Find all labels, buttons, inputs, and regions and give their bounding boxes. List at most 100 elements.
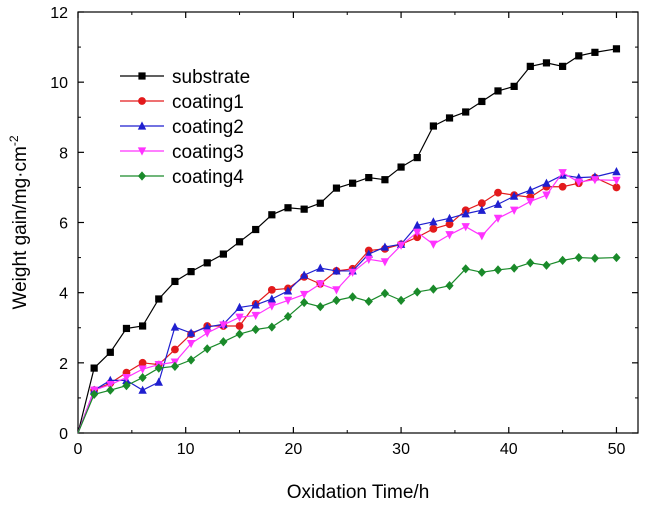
data-point-coating1 [445,220,454,229]
legend-label-substrate: substrate [172,67,250,88]
legend-item-substrate: substrate [120,67,250,88]
data-point-coating3 [445,231,454,240]
y-tick-label: 10 [50,75,68,92]
y-axis-title: Weight gain/mg·cm-2 [7,135,31,309]
series-layer [77,45,621,434]
data-point-substrate [90,364,98,372]
data-point-substrate [155,295,163,303]
data-point-coating4 [219,337,228,347]
data-point-coating3 [122,373,131,383]
data-point-coating2 [251,300,260,309]
data-point-substrate [316,199,324,207]
data-point-coating3 [574,178,583,187]
legend: substrate coating1 coating2 coating3 coating… [120,67,250,188]
data-point-coating2 [154,377,163,386]
data-point-coating2 [380,242,390,251]
data-point-substrate [381,176,389,184]
data-point-coating2 [316,263,325,272]
data-point-coating2 [429,217,438,226]
legend-item-coating4: coating4 [120,167,244,188]
data-point-coating4 [122,381,131,391]
data-point-coating3 [526,197,535,207]
data-point-substrate [526,62,534,70]
data-point-coating3 [138,365,147,374]
data-point-coating3 [413,228,422,237]
data-point-coating1 [429,224,438,233]
data-point-coating3 [186,339,196,349]
data-point-substrate [219,250,227,258]
series-coating3 [77,169,621,434]
data-point-substrate [542,59,551,67]
data-point-coating4 [461,264,470,274]
x-tick-label: 0 [74,441,83,458]
data-point-substrate [429,122,437,130]
legend-item-coating3: coating3 [120,142,244,163]
data-point-coating3 [429,240,438,249]
data-point-coating3 [461,223,470,232]
data-point-coating1 [267,285,276,294]
data-point-coating4 [574,252,583,263]
data-point-substrate [462,108,470,116]
data-point-coating1 [171,345,179,354]
data-point-coating3 [316,280,325,289]
x-tick-label: 50 [608,441,626,458]
data-point-coating3 [542,191,551,200]
data-point-coating4 [380,288,390,298]
data-point-coating2 [235,302,244,312]
data-point-coating4 [90,389,99,400]
x-tick-label: 30 [392,441,410,458]
data-point-coating1 [477,199,486,208]
data-point-substrate [510,82,518,90]
data-point-substrate [397,163,405,171]
data-point-substrate [252,225,260,234]
y-tick-label: 4 [59,286,68,303]
legend-item-coating2: coating2 [120,117,244,138]
x-tick-label: 20 [284,441,302,458]
legend-marker-coating1 [138,97,146,105]
data-point-substrate [591,48,599,56]
data-point-coating3 [267,302,277,311]
legend-marker-coating3 [137,147,147,156]
data-point-coating3 [251,311,260,321]
legend-marker-substrate [138,72,146,80]
data-point-coating3 [558,169,567,178]
data-point-coating2 [509,191,519,200]
data-point-coating2 [170,322,180,331]
data-point-coating3 [332,286,341,295]
data-point-coating1 [494,188,502,197]
data-point-substrate [268,211,276,219]
data-point-coating4 [203,344,212,354]
data-point-coating4 [510,263,519,273]
data-point-coating4 [413,287,422,297]
series-substrate [77,45,621,434]
data-point-substrate [559,62,567,70]
data-point-coating4 [542,260,551,270]
data-point-coating2 [299,270,309,279]
data-point-substrate [171,277,179,286]
data-point-coating3 [348,268,357,277]
data-point-coating4 [300,297,309,308]
data-point-substrate [478,97,486,106]
data-point-coating2 [542,178,551,187]
data-point-coating2 [267,294,277,303]
series-line-coating3 [77,171,617,434]
data-point-coating4 [493,265,503,275]
data-point-coating2 [203,322,212,331]
data-point-substrate [494,87,502,95]
data-point-coating1 [235,322,244,330]
data-point-substrate [612,45,621,53]
data-point-coating4 [267,322,276,332]
data-point-coating4 [558,255,567,265]
series-coating4 [77,252,621,434]
data-point-coating2 [493,199,503,208]
data-point-coating4 [186,355,196,365]
y-tick-label: 6 [59,216,68,233]
x-tick-label: 40 [500,441,518,458]
data-point-coating4 [612,252,621,263]
data-point-coating3 [477,232,487,241]
data-point-coating2 [332,266,341,275]
y-tick-label: 0 [59,426,68,443]
data-point-coating4 [429,284,438,294]
data-point-substrate [235,238,244,246]
